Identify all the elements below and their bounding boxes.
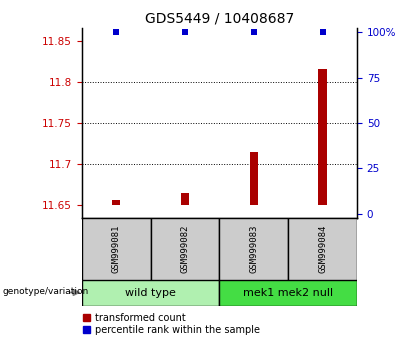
Legend: transformed count, percentile rank within the sample: transformed count, percentile rank withi…	[83, 313, 260, 335]
Bar	[219, 218, 288, 280]
Text: mek1 mek2 null: mek1 mek2 null	[243, 288, 333, 298]
Point	[319, 30, 326, 35]
Bar	[151, 218, 219, 280]
Point	[182, 30, 189, 35]
Text: wild type: wild type	[125, 288, 176, 298]
Text: GSM999083: GSM999083	[249, 224, 258, 273]
Bar	[219, 280, 357, 306]
Bar	[250, 152, 258, 205]
Text: genotype/variation: genotype/variation	[2, 287, 88, 296]
Bar	[82, 218, 151, 280]
Bar	[82, 280, 219, 306]
Bar	[318, 69, 327, 205]
Bar	[181, 193, 189, 205]
Point	[113, 30, 120, 35]
Text: GSM999081: GSM999081	[112, 224, 121, 273]
Bar	[112, 200, 121, 205]
Bar	[288, 218, 357, 280]
Title: GDS5449 / 10408687: GDS5449 / 10408687	[145, 12, 294, 26]
Point	[250, 30, 257, 35]
Text: GSM999082: GSM999082	[181, 224, 189, 273]
Text: GSM999084: GSM999084	[318, 224, 327, 273]
